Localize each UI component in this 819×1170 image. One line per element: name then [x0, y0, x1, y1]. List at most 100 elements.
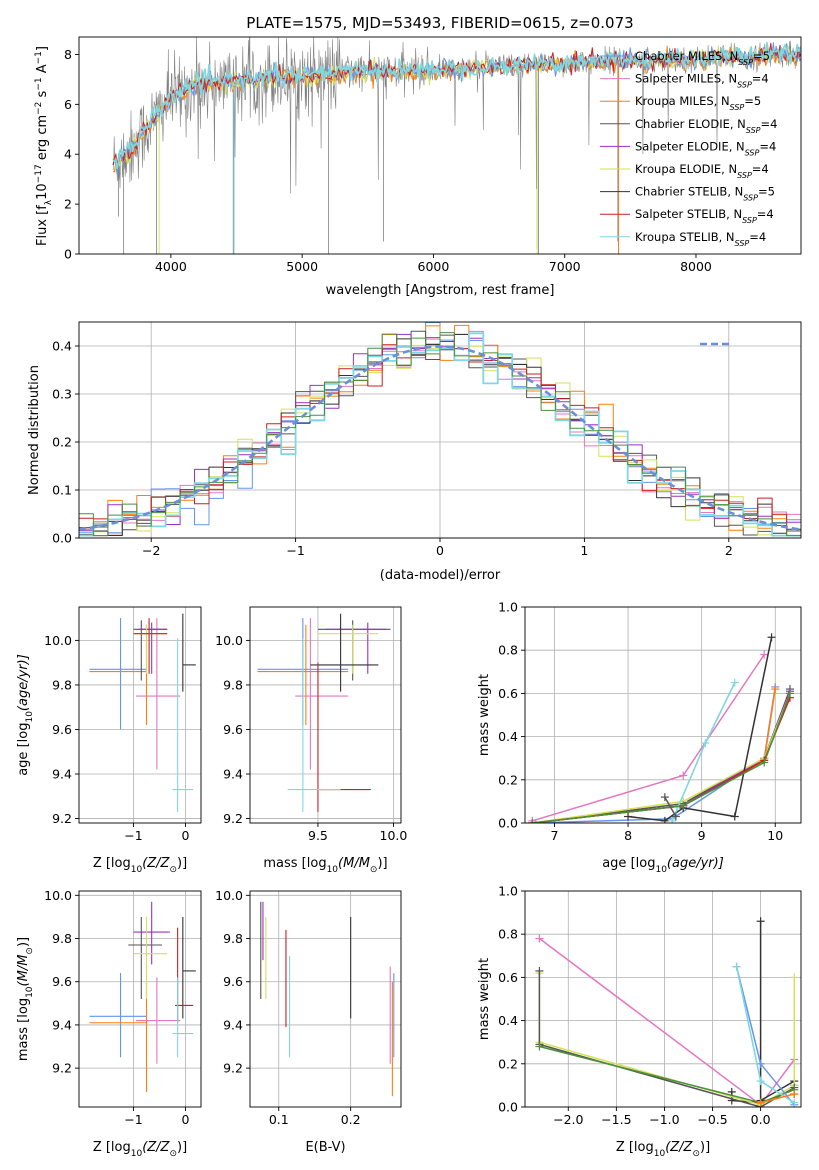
- x-tick-label: 4000: [155, 259, 187, 274]
- x-tick-label: 10.0: [380, 828, 408, 843]
- x-tick-label: 9.5: [308, 828, 328, 843]
- legend-entry: Chabrier ELODIE, NSSP=4: [635, 117, 777, 135]
- label-part: λ: [44, 199, 54, 205]
- y-tick-label: 9.8: [223, 931, 243, 946]
- y-tick-label: 0.0: [52, 531, 72, 546]
- x-tick-label: 0.1: [269, 1112, 289, 1127]
- label-part: age [log: [602, 856, 655, 871]
- legend-text: Chabrier ELODIE, N: [635, 117, 746, 131]
- x-tick-label: −1: [124, 828, 142, 843]
- legend-sub: SSP: [743, 193, 758, 202]
- mass_vs_Z-axes: −1 0 9.2 9.4 9.6 9.8 10.0: [44, 888, 202, 1127]
- y-tick-label: 9.4: [52, 767, 72, 782]
- weight-line: [532, 688, 791, 823]
- weight-line: [532, 686, 776, 823]
- y-tick-label: 4: [64, 147, 72, 162]
- label-part: 10: [131, 865, 143, 875]
- y-tick-label: 0.6: [498, 686, 518, 701]
- y-tick-label: 9.6: [52, 974, 72, 989]
- weight-line: [735, 966, 795, 1104]
- y-tick-label: 9.8: [223, 677, 243, 692]
- x-tick-label: −1: [286, 543, 304, 558]
- label-part: (age/yr)]: [16, 654, 31, 711]
- x-tick-label: −2: [142, 543, 160, 558]
- x-tick-label: 8000: [680, 259, 712, 274]
- weight_vs_Z-plot-area: [535, 917, 799, 1107]
- label-part: erg cm: [35, 115, 50, 164]
- legend-text: Salpeter STELIB, N: [635, 207, 742, 221]
- y-tick-label: 10.0: [215, 633, 243, 648]
- legend-sub: SSP: [730, 103, 745, 112]
- spectrum-axes: 4000 5000 6000 7000 8000 0 2 4 6 8: [64, 36, 802, 274]
- weight-line: [532, 688, 776, 823]
- legend-text: Kroupa ELODIE, N: [635, 162, 737, 176]
- legend-text: =4: [749, 230, 766, 244]
- x-tick-label: 10: [767, 828, 783, 843]
- label-part: Z [log: [93, 856, 131, 871]
- x-tick-label: 0: [181, 828, 189, 843]
- legend-entry: Kroupa MILES, NSSP=5: [635, 94, 761, 112]
- weight_vs_Z-ylabel: mass weight: [477, 958, 492, 1040]
- weight-line: [760, 1093, 795, 1104]
- label-part: mass [log: [263, 856, 326, 871]
- weight-line: [532, 690, 791, 823]
- legend-text: =5: [744, 94, 761, 108]
- legend-text: Kroupa STELIB, N: [635, 230, 735, 244]
- x-tick-label: −2.0: [553, 1112, 583, 1127]
- legend-text: Salpeter MILES, N: [635, 72, 737, 86]
- label-part: 10: [131, 1149, 143, 1159]
- legend-sub: SSP: [735, 238, 750, 247]
- legend-sub: SSP: [745, 148, 760, 157]
- residual-histogram: [79, 332, 801, 537]
- residuals-xlabel: (data-model)/error: [380, 568, 501, 583]
- label-part: ⊙: [692, 1149, 700, 1159]
- weight_vs_age-xlabel: age [log10(age/yr)]: [602, 856, 724, 875]
- y-tick-label: 9.4: [52, 1017, 72, 1032]
- spectrum-ylabel: Flux [fλ10−17 erg cm−2 s−1 A−1]: [34, 46, 54, 246]
- label-part: ⊙: [25, 947, 35, 955]
- label-part: age [log: [16, 723, 31, 776]
- mass_vs_ebv-plot-area: [260, 901, 395, 1097]
- mass_vs_Z-frame: [78, 890, 202, 1108]
- y-tick-label: 0.4: [498, 729, 518, 744]
- label-part: ⊙: [169, 1149, 177, 1159]
- legend-sub: SSP: [746, 125, 761, 134]
- x-tick-label: −1.5: [601, 1112, 631, 1127]
- mass_vs_ebv-axes: 0.1 0.2 9.2 9.4 9.6 9.8 10.0: [215, 888, 402, 1127]
- legend-text: Chabrier STELIB, N: [635, 185, 743, 199]
- weight-line: [538, 973, 796, 1106]
- legend-sub: SSP: [738, 58, 753, 67]
- label-part: 10: [654, 1149, 666, 1159]
- label-part: mass [log: [16, 998, 31, 1061]
- legend-text: =5: [753, 49, 770, 63]
- weight-line: [664, 796, 677, 817]
- y-tick-label: 0.0: [498, 1100, 518, 1115]
- age_vs_Z-frame: [78, 606, 202, 824]
- age_vs_mass-plot-area: [257, 613, 391, 812]
- x-tick-label: −0.5: [697, 1112, 727, 1127]
- label-part: 10: [655, 865, 667, 875]
- spectrum-xlabel: wavelength [Angstrom, rest frame]: [326, 283, 555, 298]
- label-part: Z [log: [93, 1140, 131, 1155]
- y-tick-label: 0.2: [498, 1056, 518, 1071]
- y-tick-label: 10.0: [44, 633, 72, 648]
- legend-sub: SSP: [737, 171, 752, 180]
- y-tick-label: 0.2: [498, 772, 518, 787]
- label-part: 10: [327, 865, 339, 875]
- label-part: −2: [34, 102, 44, 115]
- y-tick-label: 9.8: [52, 931, 72, 946]
- x-tick-label: 7000: [549, 259, 581, 274]
- y-tick-label: 1.0: [498, 600, 518, 615]
- y-tick-label: 0.8: [498, 643, 518, 658]
- label-part: (Z/Z: [142, 1140, 170, 1155]
- y-tick-label: 9.2: [52, 1061, 72, 1076]
- label-part: (M/M: [338, 856, 370, 871]
- y-tick-label: 2: [64, 197, 72, 212]
- age_vs_mass-axes: 9.5 10.0 9.2 9.4 9.6 9.8 10.0: [215, 606, 408, 843]
- weight_vs_age-frame: [524, 606, 802, 824]
- label-part: A: [35, 64, 50, 77]
- label-part: ⊙: [370, 865, 378, 875]
